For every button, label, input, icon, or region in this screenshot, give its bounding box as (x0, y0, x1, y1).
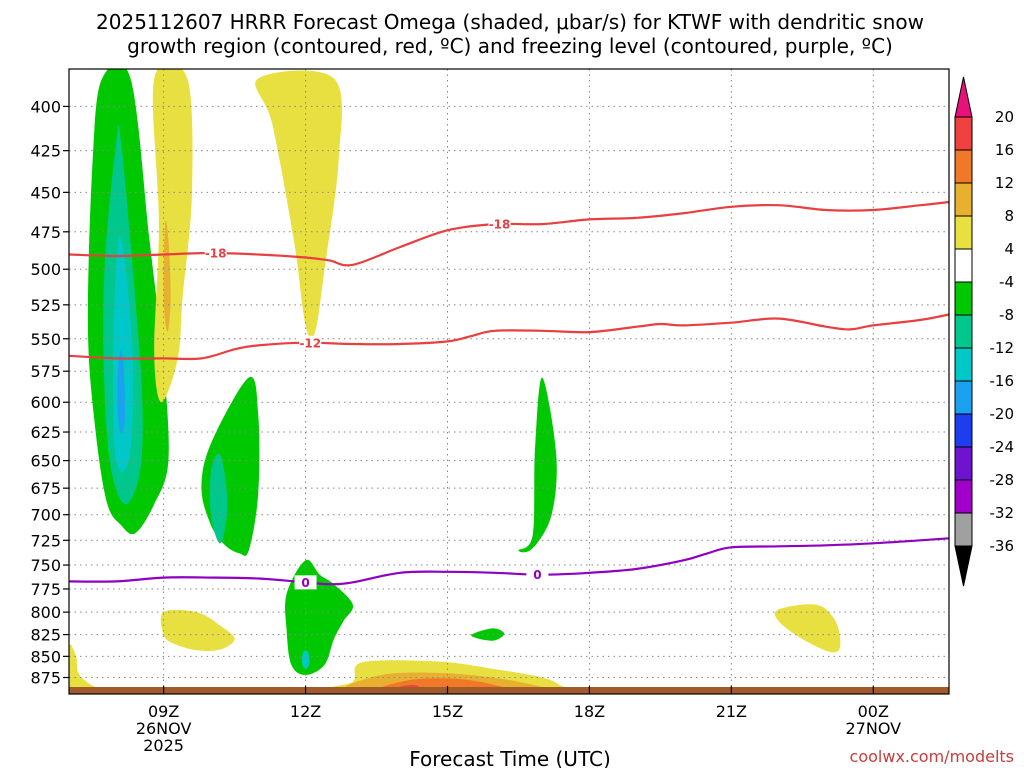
colorbar-label: 16 (995, 141, 1014, 159)
colorbar-segment (954, 380, 973, 415)
y-tick-label: 750 (30, 556, 61, 575)
credit-text[interactable]: coolwx.com/modelts (850, 747, 1014, 766)
colorbar-label: 20 (995, 108, 1014, 126)
colorbar-segment (954, 215, 973, 250)
colorbar-label: -16 (990, 372, 1015, 390)
x-tick-label: 27NOV (846, 719, 902, 738)
colorbar-label: 12 (995, 174, 1014, 192)
y-tick-label: 800 (30, 603, 61, 622)
colorbar-segment (954, 116, 973, 151)
x-tick-label: 00Z (858, 702, 889, 721)
omega-region-teal-blob-d (209, 453, 228, 544)
y-tick-label: 675 (30, 479, 61, 498)
omega-region-orange-streak-b (163, 220, 171, 333)
contour-label-bg (204, 246, 227, 261)
y-tick-label: 400 (30, 97, 61, 116)
colorbar-label: -36 (990, 537, 1015, 555)
colorbar-label: -20 (990, 405, 1015, 423)
plot-background (69, 69, 949, 694)
chart-title-line-1: 2025112607 HRRR Forecast Omega (shaded, … (96, 10, 924, 34)
colorbar-segment (954, 314, 973, 349)
contour-label-bg (526, 567, 549, 582)
x-tick-label: 26NOV (136, 719, 192, 738)
omega-region-green-blob-e (518, 377, 557, 553)
y-tick-label: 500 (30, 260, 61, 279)
contour-label-bg (488, 217, 511, 232)
y-tick-label: 450 (30, 183, 61, 202)
y-tick-label: 425 (30, 142, 61, 161)
colorbar-segment (954, 479, 973, 514)
contour-label-minus18: -18 (205, 247, 227, 261)
x-tick-label: 18Z (574, 702, 605, 721)
colorbar-label: -28 (990, 471, 1015, 489)
y-tick-label: 850 (30, 647, 61, 666)
chart-title-line-2: growth region (contoured, red, ºC) and f… (127, 34, 893, 58)
y-tick-label: 875 (30, 669, 61, 688)
colorbar-label: -32 (990, 504, 1015, 522)
colorbar: 20 16 12 8 4 -4 -8 -12 -16 -20 -24 -28 -32 -36 (954, 76, 1015, 587)
colorbar-top-arrow (954, 76, 973, 118)
colorbar-segment (954, 281, 973, 316)
y-tick-label: 725 (30, 531, 61, 550)
y-tick-label: 775 (30, 580, 61, 599)
contour-minus12 (69, 313, 949, 361)
y-tick-label: 650 (30, 452, 61, 471)
contour-label-bg (294, 575, 317, 590)
plot-area: -18 -18 -12 0 0 (68, 68, 950, 695)
contour-freezing (69, 537, 949, 586)
colorbar-segment (954, 149, 973, 184)
colorbar-label: -4 (999, 273, 1014, 291)
x-tick-label: 09Z (148, 702, 179, 721)
colorbar-segment (954, 182, 973, 217)
y-tick-label: 575 (30, 362, 61, 381)
colorbar-label: 4 (1004, 240, 1014, 258)
plot-frame (68, 68, 950, 695)
omega-region-yellow-column-c (255, 70, 342, 339)
omega-region-yellow-blob-i (774, 604, 841, 653)
contour-label-minus18: -18 (489, 218, 511, 232)
y-tick-label: 625 (30, 423, 61, 442)
x-tick-label: 21Z (716, 702, 747, 721)
y-axis: 400 425 450 475 500 525 550 575 600 625 650 675 700 7… (30, 97, 69, 688)
gridlines (68, 69, 949, 694)
y-tick-label: 525 (30, 296, 61, 315)
temperature-contours: -18 -18 -12 0 0 (69, 200, 949, 590)
colorbar-segment (954, 347, 973, 382)
colorbar-label: 8 (1004, 207, 1014, 225)
y-tick-label: 600 (30, 393, 61, 412)
x-tick-label: 2025 (143, 736, 184, 755)
y-tick-label: 475 (30, 223, 61, 242)
colorbar-segment (954, 413, 973, 448)
contour-label-freezing: 0 (301, 576, 309, 590)
x-tick-label: 12Z (290, 702, 321, 721)
omega-region-yellow-blob-h (160, 609, 235, 652)
y-tick-label: 700 (30, 506, 61, 525)
contour-label-bg (299, 335, 322, 350)
colorbar-segment (954, 512, 973, 547)
x-axis-label: Forecast Time (UTC) (409, 747, 611, 768)
omega-region-cyan-dot-f (302, 650, 310, 670)
contour-label-minus12: -12 (299, 336, 321, 350)
x-tick-label: 15Z (432, 702, 463, 721)
y-tick-label: 825 (30, 626, 61, 645)
colorbar-label: -8 (999, 306, 1014, 324)
omega-region-yellow-corner-k (69, 644, 113, 694)
contour-label-freezing: 0 (533, 568, 541, 582)
colorbar-segment (954, 446, 973, 481)
omega-region-yellow-column-b (152, 69, 193, 403)
terrain-strip (69, 687, 949, 694)
colorbar-bottom-arrow (954, 545, 973, 587)
colorbar-label: -24 (990, 438, 1015, 456)
colorbar-segment (954, 248, 973, 283)
colorbar-label: -12 (990, 339, 1015, 357)
y-tick-label: 550 (30, 330, 61, 349)
